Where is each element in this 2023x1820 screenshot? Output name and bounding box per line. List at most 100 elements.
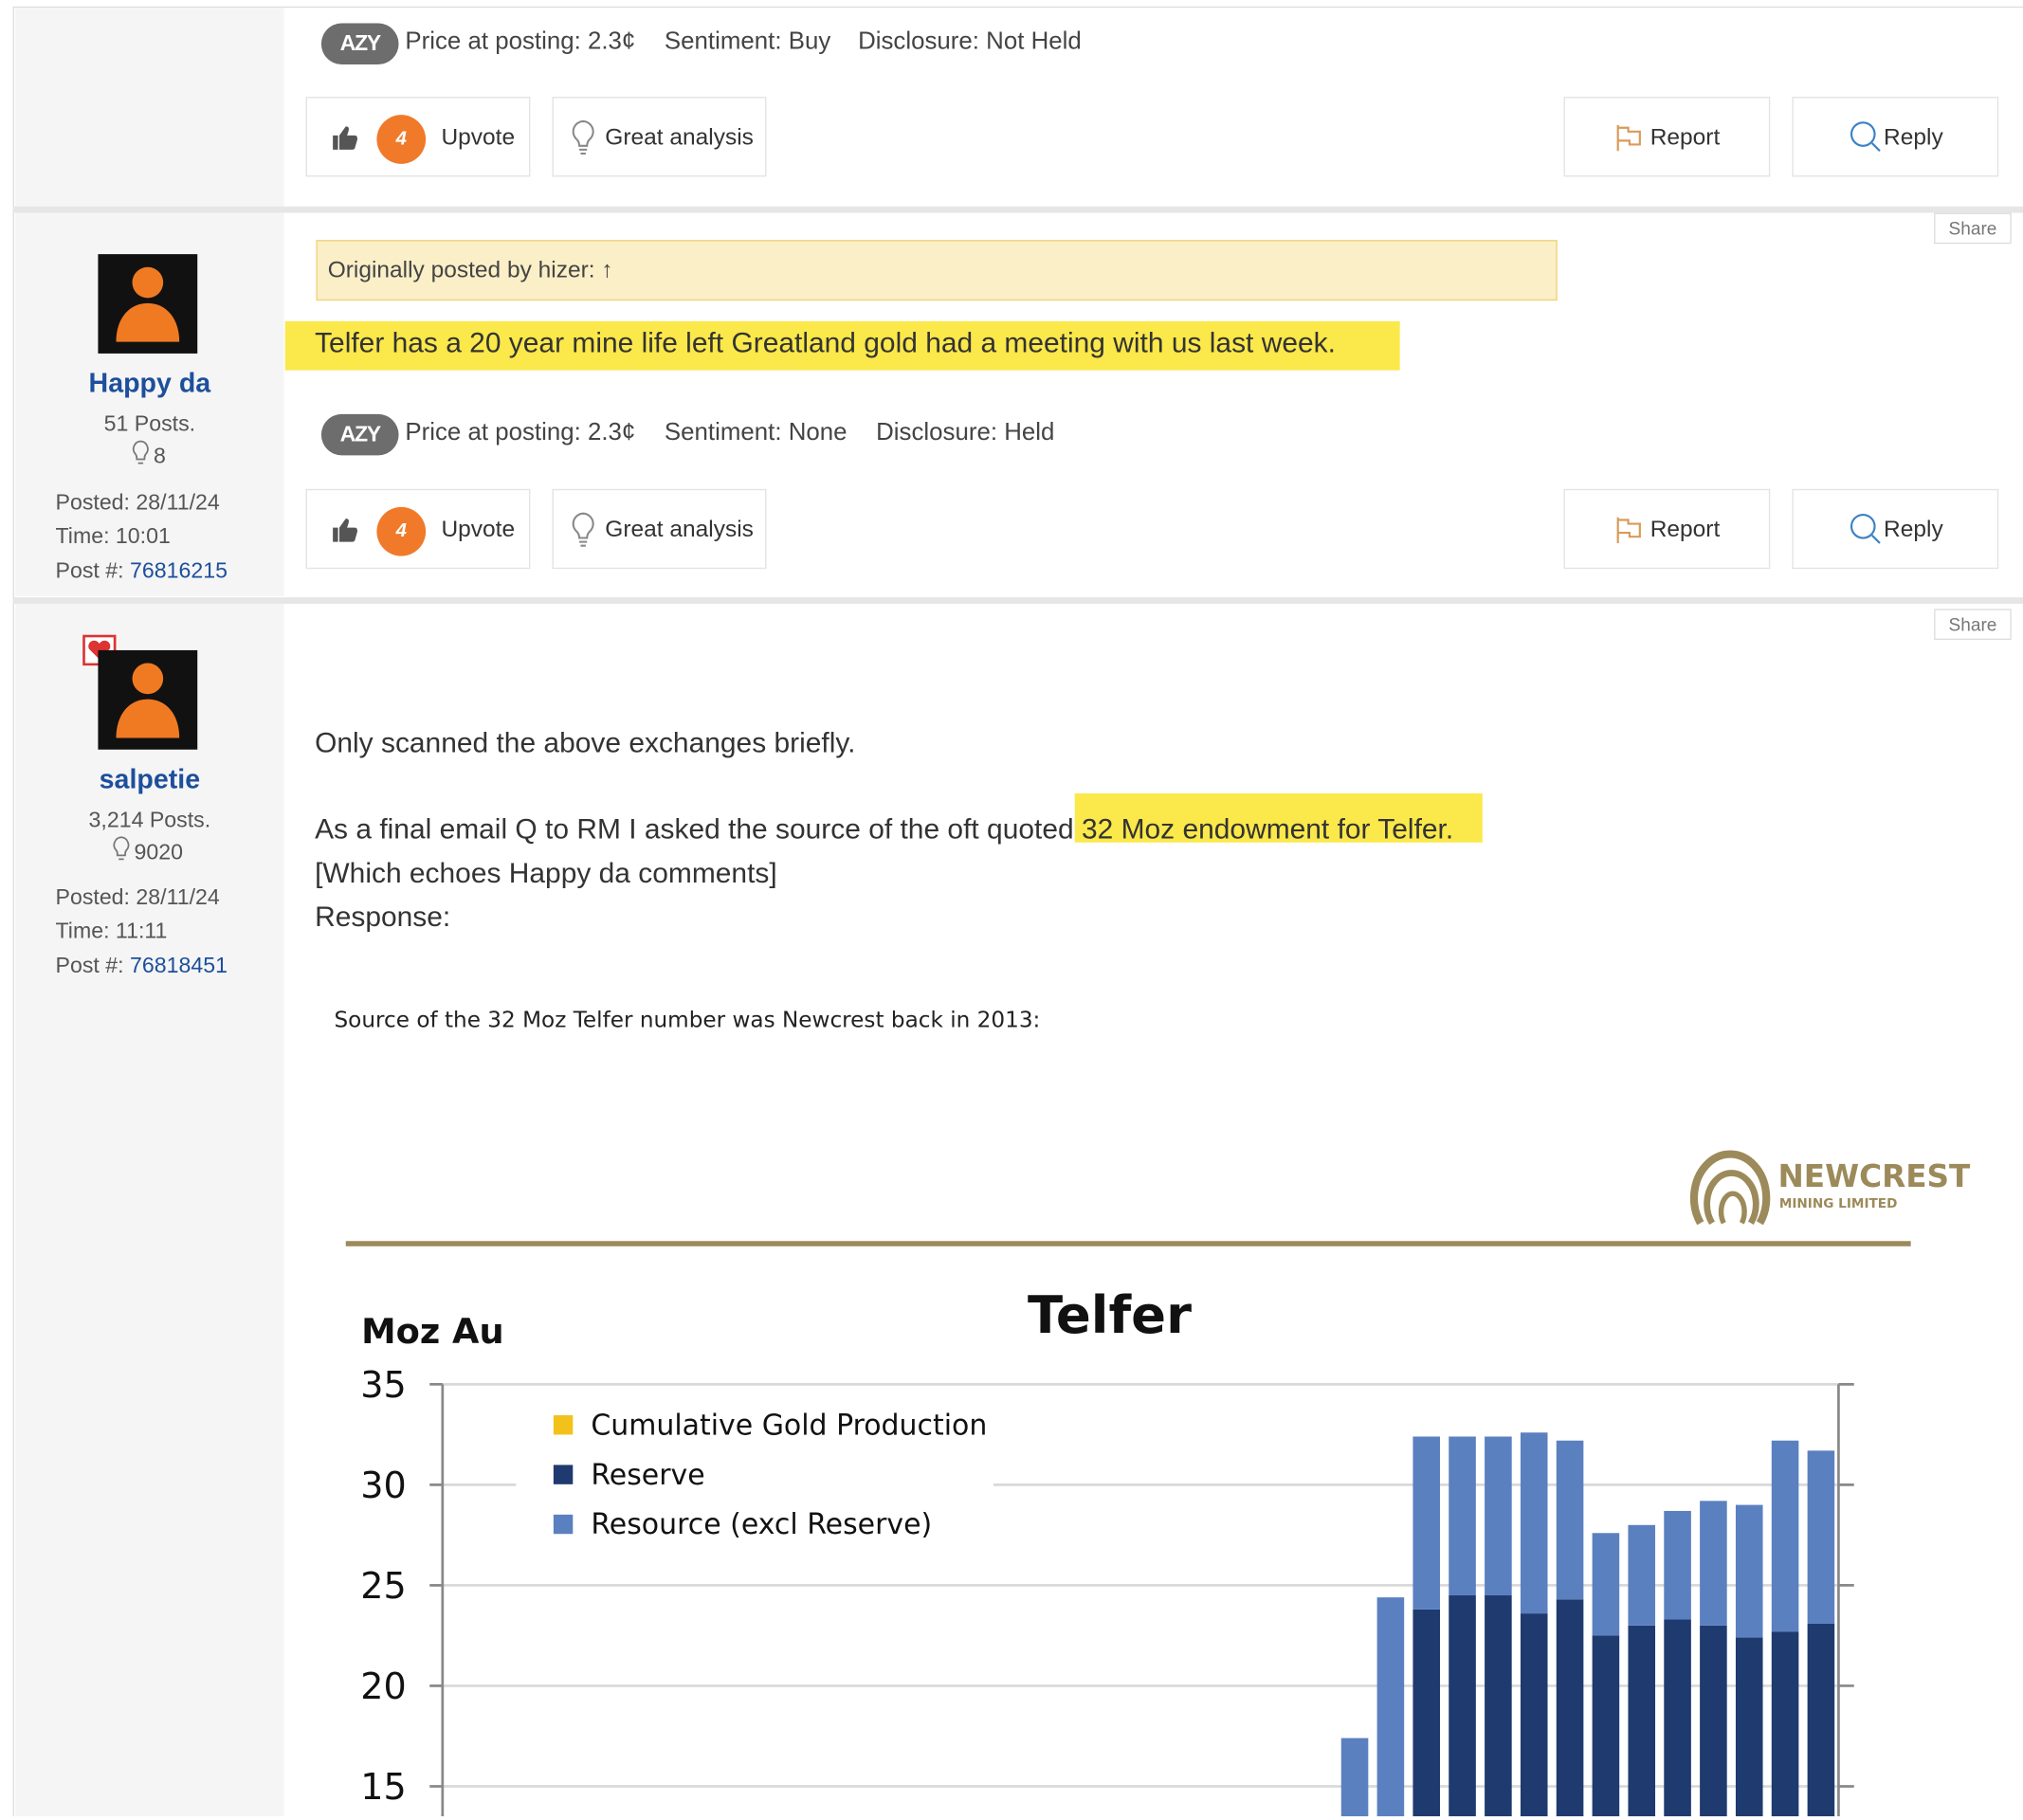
post-text: As a final email Q to RM I asked the sou… [315, 812, 1058, 846]
thumb-icon [333, 519, 357, 542]
post-number-link[interactable]: 76816215 [129, 558, 228, 584]
flag-icon [1616, 125, 1641, 152]
logo-text: NEWCREST [1777, 1158, 1971, 1194]
bar-segment [1664, 1510, 1691, 1620]
chart-image: NEWCREST MINING LIMITED Telfer Moz Au 15… [345, 1150, 1971, 1817]
avatar-icon [116, 663, 180, 738]
legend-swatch [553, 1415, 574, 1435]
like-icon [113, 836, 130, 861]
price: Price at posting: 2.3¢ [405, 27, 636, 56]
sentiment: Sentiment: Buy [664, 27, 831, 56]
stock-badge[interactable]: AZY [320, 413, 399, 456]
search-icon [1850, 121, 1881, 153]
bar-segment [1628, 1524, 1656, 1626]
quote-header: Originally posted by hizer: ↑ [328, 257, 613, 284]
share-button[interactable]: Share [1934, 212, 2012, 245]
separator [12, 206, 2023, 213]
quote-author: Originally posted by hizer: [327, 256, 595, 283]
y-tick-label: 25 [360, 1565, 406, 1607]
sidebar [15, 8, 284, 207]
chart-title: Telfer [1028, 1284, 1192, 1345]
sidebar [15, 603, 284, 1817]
bar-segment [1807, 1623, 1835, 1817]
image-caption: Source of the 32 Moz Telfer number was N… [334, 1007, 1041, 1034]
bar-segment [1449, 1436, 1476, 1596]
bar-segment [1376, 1597, 1405, 1817]
stock-badge[interactable]: AZY [320, 23, 399, 65]
bar-segment [1628, 1625, 1656, 1817]
price: Price at posting: 2.3¢ [405, 419, 636, 446]
upvote-button[interactable]: 4 Upvote [305, 488, 531, 570]
post-line: Only scanned the above exchanges briefly… [315, 726, 856, 759]
bar-segment [1735, 1637, 1763, 1817]
legend-background [516, 1399, 993, 1556]
legend-label: Resource (excl Reserve) [591, 1508, 932, 1541]
bar-segment [1771, 1440, 1799, 1632]
username[interactable]: Happy da [88, 369, 211, 399]
logo-subtext: MINING LIMITED [1779, 1196, 1898, 1211]
sentiment: Sentiment: None [664, 419, 847, 446]
disclosure: Disclosure: Held [876, 419, 1055, 446]
username[interactable]: salpetie [99, 765, 201, 795]
upvote-button[interactable]: 4 Upvote [305, 97, 531, 177]
bar-segment [1771, 1631, 1799, 1817]
bar-segment [1592, 1635, 1620, 1817]
bar-segment [1412, 1436, 1441, 1610]
reply-button[interactable]: Reply [1792, 97, 1999, 177]
avatar[interactable] [98, 254, 198, 354]
quote-link[interactable]: ↑ [601, 256, 613, 283]
post-number-label: Post #: [55, 558, 124, 584]
report-label: Report [1649, 516, 1721, 542]
bar-segment [1807, 1450, 1835, 1624]
highlight [284, 320, 1400, 371]
report-label: Report [1649, 123, 1721, 150]
y-tick-label: 15 [360, 1766, 406, 1808]
great-analysis-label: Great analysis [605, 123, 754, 150]
report-button[interactable]: Report [1563, 488, 1771, 570]
share-button[interactable]: Share [1934, 609, 2012, 641]
posted-time: Time: 10:01 [55, 523, 171, 549]
reply-label: Reply [1884, 516, 1943, 542]
quote-box: Originally posted by hizer: ↑ [316, 240, 1558, 301]
bar-segment [1485, 1436, 1512, 1596]
bar-segment [1449, 1595, 1476, 1817]
post-number-link[interactable]: 76818451 [129, 953, 228, 978]
thumb-icon [333, 126, 357, 150]
bar-segment [1556, 1599, 1584, 1817]
post-text: Telfer has a 20 year mine life left Grea… [315, 326, 1336, 359]
avatar[interactable] [98, 649, 198, 750]
post-line: As a final email Q to RM I asked the sou… [315, 812, 1453, 846]
bar-segment [1520, 1613, 1548, 1817]
bar-segment [1485, 1595, 1512, 1817]
bar-segment [1556, 1440, 1584, 1600]
y-tick-label: 30 [360, 1465, 406, 1506]
post-line: Response: [315, 900, 451, 934]
report-button[interactable]: Report [1563, 97, 1771, 177]
y-tick-label: 20 [360, 1665, 406, 1707]
post-count: 3,214 Posts. [88, 807, 211, 832]
bar-segment [1340, 1738, 1369, 1817]
reply-button[interactable]: Reply [1792, 488, 1999, 570]
great-analysis-label: Great analysis [605, 516, 754, 542]
avatar-icon [116, 266, 180, 342]
highlight [1074, 793, 1483, 843]
great-analysis-button[interactable]: Great analysis [552, 488, 767, 570]
upvote-label: Upvote [441, 123, 516, 150]
bar-segment [1700, 1625, 1727, 1817]
post-number-label: Post #: [55, 953, 124, 978]
separator [12, 597, 2023, 604]
bar-segment [1412, 1609, 1441, 1817]
y-tick-label: 35 [360, 1364, 406, 1406]
y-axis-label: Moz Au [361, 1311, 504, 1352]
great-analysis-button[interactable]: Great analysis [552, 97, 767, 177]
highlighted-text: d 32 Moz endowment for Telfer. [1057, 812, 1454, 846]
legend-swatch [553, 1514, 574, 1535]
bar-segment [1700, 1501, 1727, 1626]
flag-icon [1616, 517, 1641, 543]
newcrest-logo: NEWCREST MINING LIMITED [1689, 1150, 1971, 1226]
bar-segment [1735, 1504, 1763, 1638]
post-number: Post #: 76818451 [56, 954, 228, 979]
legend-label: Cumulative Gold Production [591, 1409, 987, 1442]
